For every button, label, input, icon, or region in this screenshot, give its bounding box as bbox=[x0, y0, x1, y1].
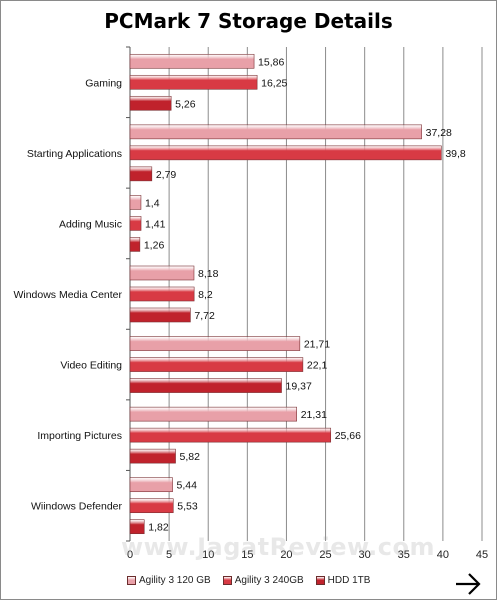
chart-title: PCMark 7 Storage Details bbox=[104, 9, 393, 33]
bar-agility-3-120-gb bbox=[129, 265, 195, 281]
data-label: 1,4 bbox=[145, 197, 160, 209]
bar-hdd-1tb bbox=[129, 166, 153, 182]
data-label: 1,82 bbox=[148, 522, 169, 534]
legend-swatch bbox=[315, 576, 325, 585]
data-label: 8,18 bbox=[198, 268, 219, 280]
legend-item: Agility 3 240GB bbox=[222, 575, 304, 586]
x-tick-label: 5 bbox=[166, 549, 172, 561]
data-label: 21,31 bbox=[301, 409, 327, 421]
x-tick-label: 30 bbox=[359, 549, 371, 561]
x-tick-label: 15 bbox=[241, 549, 253, 561]
x-tick-label: 0 bbox=[127, 549, 133, 561]
arrow-right-icon[interactable] bbox=[453, 571, 483, 597]
data-label: 15,86 bbox=[258, 56, 284, 68]
data-label: 5,44 bbox=[177, 480, 198, 492]
bar-agility-3-120-gb bbox=[129, 195, 142, 210]
legend-item: HDD 1TB bbox=[315, 575, 371, 586]
bar-agility-3-120-gb bbox=[129, 336, 301, 351]
bar-agility-3-120-gb bbox=[129, 124, 422, 140]
legend-label: Agility 3 120 GB bbox=[139, 575, 211, 586]
category-label: Starting Applications bbox=[27, 148, 122, 160]
x-tick-label: 35 bbox=[398, 549, 410, 561]
bar-hdd-1tb bbox=[129, 95, 172, 111]
chart-legend: Agility 3 120 GB Agility 3 240GB HDD 1TB bbox=[127, 575, 370, 586]
data-label: 7,72 bbox=[194, 310, 215, 322]
data-label: 22,1 bbox=[307, 360, 328, 372]
legend-item: Agility 3 120 GB bbox=[127, 575, 211, 586]
legend-label: Agility 3 240GB bbox=[234, 575, 304, 586]
legend-swatch bbox=[127, 576, 136, 585]
data-label: 1,41 bbox=[145, 218, 166, 230]
bar-hdd-1tb bbox=[129, 307, 191, 323]
legend-swatch bbox=[222, 576, 232, 585]
data-label: 16,25 bbox=[261, 77, 287, 89]
bar-agility-3-240gb bbox=[129, 74, 258, 90]
data-label: 5,26 bbox=[175, 98, 196, 110]
data-label: 1,26 bbox=[144, 239, 165, 251]
bar-hdd-1tb bbox=[129, 448, 176, 464]
data-label: 8,2 bbox=[198, 289, 213, 301]
data-label: 5,53 bbox=[177, 501, 198, 513]
data-label: 2,79 bbox=[156, 169, 177, 181]
data-label: 37,28 bbox=[426, 127, 452, 139]
bar-agility-3-240gb bbox=[129, 427, 332, 443]
x-tick-label: 40 bbox=[437, 549, 449, 561]
category-label: Video Editing bbox=[60, 360, 122, 372]
bar-hdd-1tb bbox=[129, 519, 145, 535]
category-label: Gaming bbox=[85, 77, 122, 89]
data-label: 25,66 bbox=[335, 430, 361, 442]
data-label: 19,37 bbox=[286, 381, 312, 393]
bar-agility-3-240gb bbox=[129, 286, 195, 302]
x-tick-label: 25 bbox=[319, 549, 331, 561]
category-label: Importing Pictures bbox=[37, 430, 122, 442]
data-label: 5,82 bbox=[180, 451, 201, 463]
bar-agility-3-240gb bbox=[129, 357, 304, 372]
x-tick-label: 10 bbox=[202, 549, 214, 561]
bar-hdd-1tb bbox=[129, 378, 282, 393]
bar-agility-3-120-gb bbox=[129, 53, 255, 69]
x-tick-label: 45 bbox=[476, 549, 488, 561]
category-label: Wiindows Defender bbox=[31, 501, 123, 513]
category-label: Windows Media Center bbox=[13, 289, 122, 301]
bar-agility-3-120-gb bbox=[129, 477, 173, 493]
category-label: Adding Music bbox=[59, 218, 122, 230]
bar-agility-3-240gb bbox=[129, 216, 142, 231]
legend-label: HDD 1TB bbox=[327, 575, 371, 586]
bar-agility-3-240gb bbox=[129, 498, 174, 514]
data-label: 21,71 bbox=[304, 339, 330, 351]
bar-agility-3-240gb bbox=[129, 145, 442, 161]
bar-hdd-1tb bbox=[129, 237, 141, 252]
data-label: 39,8 bbox=[445, 148, 466, 160]
bar-agility-3-120-gb bbox=[129, 406, 297, 422]
x-tick-label: 20 bbox=[280, 549, 292, 561]
